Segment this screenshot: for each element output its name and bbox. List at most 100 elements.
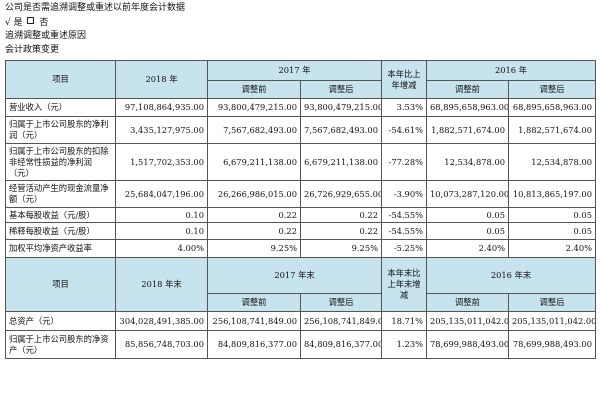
table-row: 归属于上市公司股东的净资产（元） 85,856,748,703.00 84,80… (5, 330, 596, 359)
value-2017-before: 6,679,211,138.00 (207, 143, 301, 181)
value-2016-before: 2.40% (426, 239, 509, 258)
value-2017-before: 84,809,816,377.00 (207, 330, 301, 359)
value-2017-before: 7,567,682,493.00 (207, 116, 301, 144)
value-2017-after: 7,567,682,493.00 (300, 116, 382, 144)
table1-header-2018: 2018 年 (115, 60, 208, 99)
value-2017-after: 256,108,741,849.00 (300, 311, 382, 331)
table-row: 归属于上市公司股东的扣除非经常性损益的净利润（元） 1,517,702,353.… (5, 143, 596, 181)
restatement-reason: 会计政策变更 (5, 45, 60, 55)
row-label: 归属于上市公司股东的净资产（元） (5, 330, 116, 359)
table1-header-2017: 2017 年 (207, 60, 382, 81)
answer-no: 否 (39, 18, 49, 28)
table-row: 总资产（元） 304,028,491,385.00 256,108,741,84… (5, 311, 596, 331)
value-2016-after: 205,135,011,042.00 (508, 311, 596, 331)
value-2016-before: 0.05 (426, 222, 509, 240)
value-change: -54.55% (381, 222, 427, 240)
table-row: 基本每股收益（元/股） 0.10 0.22 0.22 -54.55% 0.05 … (5, 207, 596, 223)
table2-header-item: 项目 (5, 257, 116, 312)
value-2017-before: 26,266,986,015.00 (207, 180, 301, 208)
row-label: 稀释每股收益（元/股） (5, 222, 116, 240)
value-change: -54.55% (381, 207, 427, 223)
table1-header-2017-after: 调整后 (300, 80, 382, 99)
value-change: -54.61% (381, 116, 427, 144)
value-2016-after: 12,534,878.00 (508, 143, 596, 181)
value-2016-after: 0.05 (508, 222, 596, 240)
table1-header-change: 本年比上年增减 (381, 60, 427, 99)
table2-header-row: 项目 2018 年末 2017 年末 本年末比上年末增减 2016 年末 (5, 257, 596, 312)
value-2017-before: 256,108,741,849.00 (207, 311, 301, 331)
answer-yes: √ 是 (5, 18, 23, 28)
value-2018: 1,517,702,353.00 (115, 143, 208, 181)
restatement-reason-label: 追溯调整或重述原因 (5, 31, 87, 41)
value-2017-after: 26,726,929,655.00 (300, 180, 382, 208)
value-2016-after: 78,699,988,493.00 (508, 330, 596, 359)
table2-header-2017: 2017 年末 (207, 257, 382, 294)
value-change: 3.53% (381, 98, 427, 117)
table1-header-2016-before: 调整前 (426, 80, 509, 99)
value-2018: 0.10 (115, 207, 208, 223)
row-label: 归属于上市公司股东的扣除非经常性损益的净利润（元） (5, 143, 116, 181)
table1-header-2016: 2016 年 (426, 60, 596, 81)
value-change: -77.28% (381, 143, 427, 181)
value-2016-before: 68,895,658,963.00 (426, 98, 509, 117)
financial-data-table: 项目 2018 年 2017 年 本年比上年增减 2016 年 调整前 调整后 … (5, 60, 596, 359)
table2-header-2016: 2016 年末 (426, 257, 596, 294)
value-2018: 85,856,748,703.00 (115, 330, 208, 359)
value-2017-after: 9.25% (300, 239, 382, 258)
value-2016-after: 0.05 (508, 207, 596, 223)
value-2017-before: 93,800,479,215.00 (207, 98, 301, 117)
value-change: 1.23% (381, 330, 427, 359)
table2-header-2016-before: 调整前 (426, 293, 509, 312)
value-2016-before: 0.05 (426, 207, 509, 223)
table1-header-2016-after: 调整后 (508, 80, 596, 99)
value-2016-before: 12,534,878.00 (426, 143, 509, 181)
row-label: 经营活动产生的现金流量净额（元） (5, 180, 116, 208)
table2-subheader-row: 调整前 调整后 调整前 调整后 (6, 293, 596, 312)
table2-header-2017-before: 调整前 (207, 293, 301, 312)
restatement-question: 公司是否需追溯调整或重述以前年度会计数据 (5, 3, 186, 13)
value-change: 18.71% (381, 311, 427, 331)
value-change: -3.90% (381, 180, 427, 208)
value-2018: 4.00% (115, 239, 208, 258)
restatement-answer: √ 是 否 (5, 17, 48, 29)
value-2017-after: 0.22 (300, 207, 382, 223)
table-row: 经营活动产生的现金流量净额（元） 25,684,047,196.00 26,26… (5, 180, 596, 208)
value-2016-after: 68,895,658,963.00 (508, 98, 596, 117)
value-2017-after: 0.22 (300, 222, 382, 240)
row-label: 营业收入（元） (5, 98, 116, 117)
table2-header-change: 本年末比上年末增减 (381, 257, 427, 312)
value-2018: 0.10 (115, 222, 208, 240)
table2-header-2016-after: 调整后 (508, 293, 596, 312)
value-2017-after: 6,679,211,138.00 (300, 143, 382, 181)
row-label: 总资产（元） (5, 311, 116, 331)
table1-header-row: 项目 2018 年 2017 年 本年比上年增减 2016 年 (5, 60, 596, 99)
table-row: 营业收入（元） 97,108,864,935.00 93,800,479,215… (5, 98, 596, 117)
table1-header-2017-before: 调整前 (207, 80, 301, 99)
value-2016-before: 1,882,571,674.00 (426, 116, 509, 144)
value-change: -5.25% (381, 239, 427, 258)
value-2017-before: 0.22 (207, 207, 301, 223)
row-label: 基本每股收益（元/股） (5, 207, 116, 223)
table2-header-2017-after: 调整后 (300, 293, 382, 312)
value-2016-before: 78,699,988,493.00 (426, 330, 509, 359)
value-2018: 97,108,864,935.00 (115, 98, 208, 117)
value-2018: 304,028,491,385.00 (115, 311, 208, 331)
value-2018: 3,435,127,975.00 (115, 116, 208, 144)
row-label: 加权平均净资产收益率 (5, 239, 116, 258)
value-2017-after: 84,809,816,377.00 (300, 330, 382, 359)
value-2016-before: 10,073,287,120.00 (426, 180, 509, 208)
table-row: 稀释每股收益（元/股） 0.10 0.22 0.22 -54.55% 0.05 … (5, 222, 596, 240)
value-2016-after: 2.40% (508, 239, 596, 258)
value-2016-after: 10,813,865,197.00 (508, 180, 596, 208)
value-2018: 25,684,047,196.00 (115, 180, 208, 208)
value-2017-after: 93,800,479,215.00 (300, 98, 382, 117)
value-2017-before: 0.22 (207, 222, 301, 240)
table1-header-item: 项目 (5, 60, 116, 99)
table2-header-2018: 2018 年末 (115, 257, 208, 312)
table-row: 归属于上市公司股东的净利润（元） 3,435,127,975.00 7,567,… (5, 116, 596, 144)
checkbox-icon (27, 17, 35, 24)
value-2016-after: 1,882,571,674.00 (508, 116, 596, 144)
value-2017-before: 9.25% (207, 239, 301, 258)
table-row: 加权平均净资产收益率 4.00% 9.25% 9.25% -5.25% 2.40… (5, 239, 596, 258)
value-2016-before: 205,135,011,042.00 (426, 311, 509, 331)
